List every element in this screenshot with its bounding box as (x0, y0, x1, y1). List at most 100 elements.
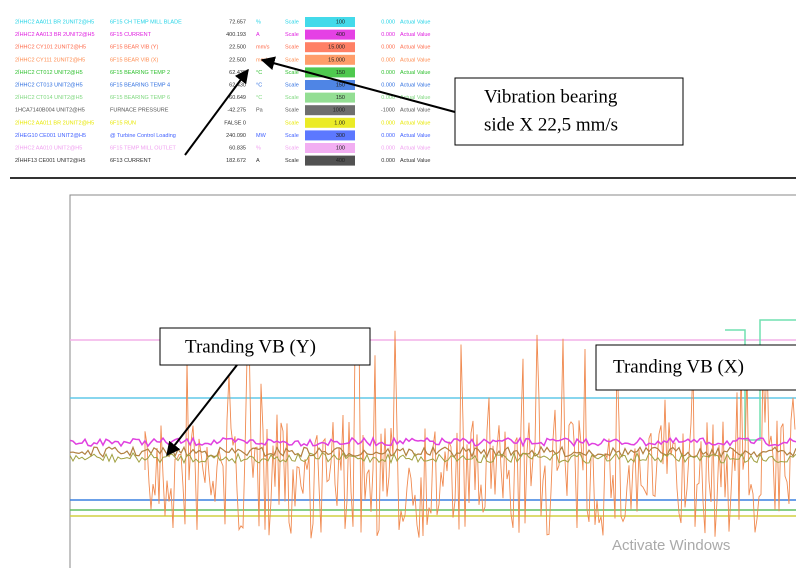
actual-value: Actual Value (400, 108, 430, 114)
value: FALSE 0 (224, 120, 246, 126)
description: 6F15 BEARING TEMP 2 (110, 70, 170, 76)
actual-value: Actual Value (400, 19, 430, 25)
unit: °C (256, 82, 262, 88)
scale: Scale (285, 145, 299, 151)
color-bar (305, 105, 355, 115)
color-bar (305, 93, 355, 103)
range-low: 0.000 (381, 120, 395, 126)
actual-value: Actual Value (400, 32, 430, 38)
value: 182.672 (226, 158, 246, 164)
unit: A (256, 158, 260, 164)
actual-value: Actual Value (400, 70, 430, 76)
description: 6F15 CH TEMP MILL BLADE (110, 19, 182, 25)
value: 400.193 (226, 32, 246, 38)
value: 72.657 (229, 19, 246, 25)
scale: Scale (285, 158, 299, 164)
range-low: 0.000 (381, 57, 395, 63)
description: FURNACE PRESSURE (110, 108, 169, 114)
callout-text: side X 22,5 mm/s (484, 114, 618, 135)
scale: Scale (285, 45, 299, 51)
tag: 1HCA7140B004 UNIT2@H5 (15, 108, 85, 114)
scale: Scale (285, 32, 299, 38)
unit: MW (256, 133, 267, 139)
description: 6F15 BEAR VIB (Y) (110, 45, 158, 51)
actual-value: Actual Value (400, 120, 430, 126)
tag: 2ÍHHC2 CY111 2UNIT2@H5 (15, 56, 85, 63)
scale: Scale (285, 133, 299, 139)
range-low: -1000 (381, 108, 395, 114)
callout-text: Tranding VB (X) (613, 356, 744, 377)
range-high: 300 (336, 133, 345, 139)
range-low: 0.000 (381, 70, 395, 76)
range-high: 150 (336, 82, 345, 88)
actual-value: Actual Value (400, 145, 430, 151)
value: -42.275 (227, 108, 246, 114)
tag: 2ÍHHC2 AA011 BR 2UNIT2@H5 (15, 18, 94, 25)
color-bar (305, 30, 355, 40)
tag: 2ÍHHC2 CY101 2UNIT2@H5 (15, 44, 86, 51)
range-low: 0.000 (381, 32, 395, 38)
range-high: 15.000 (328, 57, 345, 63)
tag: 2ÍHHC2 AA011 BR 2UNIT2@H5 (15, 119, 94, 126)
scale: Scale (285, 57, 299, 63)
unit: °C (256, 95, 262, 101)
range-low: 0.000 (381, 133, 395, 139)
color-bar (305, 118, 355, 128)
scale: Scale (285, 95, 299, 101)
description: @ Turbine Control Loading (110, 133, 176, 139)
range-high: 1000 (333, 108, 345, 114)
color-bar (305, 80, 355, 90)
range-low: 0.000 (381, 145, 395, 151)
tag: 2ÍHHF13 CE001 UNIT2@H5 (15, 157, 85, 164)
color-bar (305, 143, 355, 153)
page: 2ÍHHC2 AA011 BR 2UNIT2@H5 6F15 CH TEMP MI… (0, 0, 796, 568)
color-bar (305, 67, 355, 77)
value: 22.500 (229, 45, 246, 51)
range-high: 100 (336, 19, 345, 25)
actual-value: Actual Value (400, 57, 430, 63)
range-low: 0.000 (381, 45, 395, 51)
description: 6F15 RUN (110, 120, 136, 126)
range-low: 0.000 (381, 82, 395, 88)
range-low: 0.000 (381, 19, 395, 25)
color-bar (305, 156, 355, 166)
range-high: 150 (336, 70, 345, 76)
color-bar (305, 130, 355, 140)
description: 6F15 BEARING TEMP 6 (110, 95, 170, 101)
scale: Scale (285, 19, 299, 25)
scale: Scale (285, 108, 299, 114)
range-low: 0.000 (381, 158, 395, 164)
scale: Scale (285, 70, 299, 76)
tag: 2ÍHHC2 CT012 UNIT2@H5 (15, 69, 83, 76)
color-bar (305, 17, 355, 27)
scale: Scale (285, 82, 299, 88)
actual-value: Actual Value (400, 158, 430, 164)
actual-value: Actual Value (400, 82, 430, 88)
tag: 2ÍHHC2 AA013 BR 2UNIT2@H5 (15, 31, 95, 38)
description: 6F15 BEAR VIB (X) (110, 57, 158, 63)
description: 6F15 TEMP MILL OUTLET (110, 145, 177, 151)
range-high: 1.00 (334, 120, 345, 126)
description: 6F15 BEARING TEMP 4 (110, 82, 170, 88)
value: 22.500 (229, 57, 246, 63)
callout-text: Vibration bearing (484, 86, 618, 107)
unit: Pa (256, 108, 264, 114)
tag-table: 2ÍHHC2 AA011 BR 2UNIT2@H5 6F15 CH TEMP MI… (15, 17, 430, 166)
tag: 2ÍHEG10 CE001 UNIT2@H5 (15, 132, 86, 139)
watermark: Activate Windows (612, 537, 730, 554)
unit: % (256, 19, 261, 25)
callout-text: Tranding VB (Y) (185, 336, 316, 357)
value: 240.090 (226, 133, 246, 139)
unit: % (256, 145, 261, 151)
range-high: 400 (336, 32, 345, 38)
unit: °C (256, 70, 262, 76)
tag: 2ÍHHC2 CT013 UNIT2@H5 (15, 81, 83, 88)
scale: Scale (285, 120, 299, 126)
actual-value: Actual Value (400, 45, 430, 51)
value: 60.835 (229, 145, 246, 151)
range-high: 400 (336, 158, 345, 164)
screenshot: 2ÍHHC2 AA011 BR 2UNIT2@H5 6F15 CH TEMP MI… (0, 0, 796, 568)
tag: 2ÍHHC2 AA010 UNIT2@H5 (15, 144, 82, 151)
range-high: 15.000 (328, 45, 345, 51)
description: 6F15 CURRENT (110, 32, 152, 38)
